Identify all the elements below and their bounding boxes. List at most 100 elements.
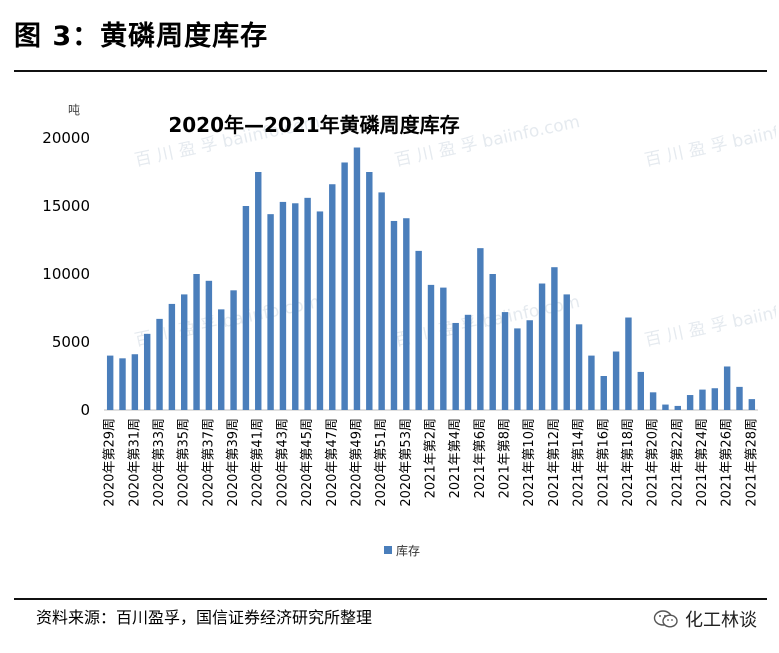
bar: [156, 318, 163, 410]
x-tick-label: 2021年第10周: [522, 418, 537, 507]
bar: [366, 172, 373, 410]
x-tick-label: 2021年第14周: [572, 418, 587, 507]
bar: [736, 386, 743, 410]
x-tick-label: 2020年第41周: [251, 418, 266, 507]
bar: [292, 203, 299, 410]
brand-name: 化工林谈: [685, 610, 757, 631]
watermark-text: 百 川 盈 孚 baiinfo.com: [643, 112, 776, 171]
bar: [403, 218, 410, 410]
x-tick-label: 2020年第51周: [374, 418, 389, 507]
x-tick-label: 2020年第49周: [349, 418, 364, 507]
x-tick-label: 2021年第6周: [473, 418, 488, 498]
bar: [674, 405, 681, 410]
bar: [649, 392, 657, 410]
bar: [600, 376, 607, 410]
bar: [267, 214, 274, 410]
bar: [205, 280, 213, 410]
x-tick-label: 2021年第8周: [498, 418, 513, 498]
bar: [588, 355, 595, 410]
bar: [119, 358, 126, 410]
x-tick-label: 2021年第18周: [621, 418, 636, 507]
bar: [378, 192, 385, 410]
x-tick-label: 2021年第28周: [744, 418, 759, 507]
bar: [501, 312, 509, 410]
legend: 库存: [384, 543, 420, 558]
x-tick-label: 2020年第33周: [152, 418, 167, 507]
bar: [390, 220, 398, 410]
bar: [329, 184, 336, 410]
y-tick-label: 20000: [42, 129, 90, 147]
top-rule: [14, 70, 767, 72]
y-tick-label: 5000: [52, 333, 90, 351]
x-tick-label: 2021年第4周: [448, 418, 463, 498]
bar: [612, 351, 620, 410]
bar: [218, 309, 225, 410]
bar: [563, 294, 570, 410]
bar: [242, 206, 250, 410]
x-tick-label: 2020年第53周: [399, 418, 414, 507]
bar-chart: 百 川 盈 孚 baiinfo.com 百 川 盈 孚 baiinfo.com 百 …: [42, 103, 779, 558]
bar: [353, 147, 361, 410]
bar: [106, 355, 114, 410]
y-tick-label: 15000: [42, 197, 90, 215]
watermark-layer: 百 川 盈 孚 baiinfo.com 百 川 盈 孚 baiinfo.com 百 …: [133, 112, 779, 351]
figure-title: 图 3：黄磷周度库存: [14, 21, 269, 52]
x-tick-label: 2021年第26周: [720, 418, 735, 507]
watermark-text: 百 川 盈 孚 baiinfo.com: [643, 292, 776, 351]
x-tick-label: 2020年第35周: [177, 418, 192, 507]
x-tick-label: 2021年第20周: [646, 418, 661, 507]
x-tick-label: 2021年第22周: [670, 418, 685, 507]
x-tick-label: 2020年第45周: [300, 418, 315, 507]
source-note: 资料来源：百川盈孚，国信证券经济研究所整理: [36, 608, 373, 627]
bar: [168, 303, 176, 410]
y-axis: 0 5000 10000 15000 20000: [42, 129, 90, 419]
bar: [723, 366, 731, 410]
bar: [625, 317, 632, 410]
bar: [415, 250, 422, 410]
bar: [514, 328, 521, 410]
x-tick-label: 2021年第12周: [547, 418, 562, 507]
chart-container: 百 川 盈 孚 baiinfo.com 百 川 盈 孚 baiinfo.com 百 …: [36, 86, 779, 578]
bar: [699, 389, 706, 410]
x-tick-label: 2021年第16周: [596, 418, 611, 507]
bar: [255, 172, 262, 410]
bar: [193, 274, 200, 410]
bar: [551, 267, 558, 410]
bar: [489, 274, 496, 410]
legend-swatch: [384, 546, 392, 554]
brand: 化工林谈: [653, 606, 757, 632]
x-tick-label: 2020年第31周: [127, 418, 142, 507]
x-tick-label: 2021年第2周: [424, 418, 439, 498]
bar: [686, 395, 694, 410]
unit-label: 吨: [68, 103, 80, 117]
bar: [477, 248, 484, 410]
bar: [538, 283, 546, 410]
y-tick-label: 0: [80, 401, 90, 419]
bar: [452, 322, 459, 410]
bar: [748, 399, 756, 410]
bar: [662, 404, 669, 410]
bar: [440, 287, 447, 410]
bar: [316, 211, 324, 410]
bar: [304, 197, 311, 410]
bar: [575, 324, 583, 410]
bar: [279, 201, 287, 410]
bottom-rule: [14, 598, 767, 600]
bars: [106, 147, 756, 410]
wechat-icon: [653, 610, 678, 628]
bar: [181, 294, 188, 410]
chart-title: 2020年—2021年黄磷周度库存: [168, 113, 459, 137]
x-tick-label: 2020年第47周: [325, 418, 340, 507]
bar: [131, 354, 139, 410]
bar: [230, 290, 237, 410]
bar: [341, 162, 348, 410]
y-tick-label: 10000: [42, 265, 90, 283]
x-tick-label: 2020年第39周: [226, 418, 241, 507]
bar: [427, 284, 435, 410]
x-tick-label: 2021年第24周: [695, 418, 710, 507]
bar: [526, 320, 533, 410]
bar: [143, 333, 151, 410]
x-tick-label: 2020年第29周: [103, 418, 118, 507]
legend-label: 库存: [396, 543, 420, 558]
x-tick-labels: 2020年第29周 2020年第31周 2020年第33周 2020年第35周 2020…: [103, 418, 760, 507]
